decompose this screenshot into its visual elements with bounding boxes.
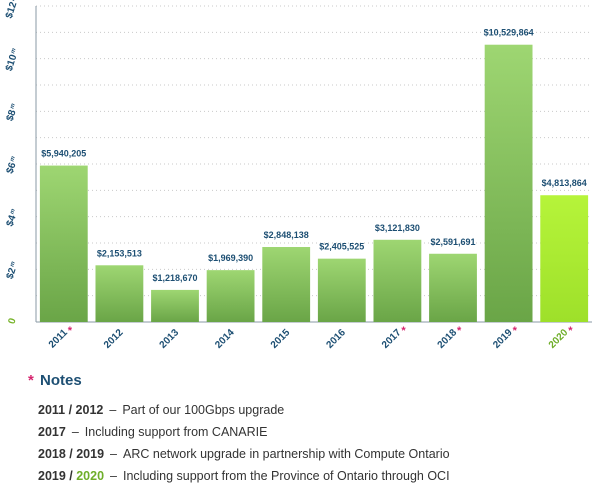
bar-2013	[151, 289, 199, 322]
bar-2018	[429, 253, 477, 322]
note-dash: –	[110, 469, 117, 483]
bar-2014	[206, 270, 255, 322]
x-tick-label-2011: 2011	[47, 327, 70, 350]
note-row: 2011 / 2012– Part of our 100Gbps upgrade	[38, 403, 588, 419]
y-tick-label: 0	[7, 316, 19, 325]
star-marker-2018: *	[457, 325, 462, 337]
y-axis-tick-labels: 0 $2m $4m $6m $8m $10m $12m	[4, 0, 22, 326]
y-tick-label: $2m	[5, 260, 21, 281]
note-row: 2017– Including support from CANARIE	[38, 425, 588, 441]
star-marker-2017: *	[401, 325, 406, 337]
note-text: ARC network upgrade in partnership with …	[123, 447, 450, 461]
value-label-2020: $4,813,864	[542, 178, 587, 188]
bar-2011	[39, 165, 88, 322]
x-tick-label-2016: 2016	[324, 327, 348, 351]
value-label-2012: $2,153,513	[97, 248, 142, 258]
star-marker-2020: *	[568, 325, 573, 337]
note-years: 2011 / 2012	[38, 403, 104, 417]
value-labels: $5,940,205 $2,153,513 $1,218,670 $1,969,390…	[41, 28, 586, 283]
notes-title: * Notes	[28, 372, 588, 389]
value-label-2015: $2,848,138	[264, 230, 309, 240]
note-years: 2017	[38, 425, 66, 439]
note-dash: –	[109, 403, 117, 417]
note-row: 2019 / 2020– Including support from the P…	[38, 469, 588, 485]
value-label-2017: $3,121,830	[375, 223, 420, 233]
note-years: 2019 /	[38, 469, 77, 483]
notes-section: * Notes 2011 / 2012– Part of our 100Gbps …	[28, 372, 588, 491]
star-marker-2019: *	[513, 325, 518, 337]
x-tick-label-2018: 2018	[436, 327, 460, 351]
y-tick-label: $12m	[4, 0, 22, 20]
note-row: 2018 / 2019– ARC network upgrade in partn…	[38, 447, 588, 463]
bars	[39, 44, 589, 322]
value-label-2019: $10,529,864	[484, 28, 534, 38]
value-label-2014: $1,969,390	[208, 253, 253, 263]
x-tick-label-2017: 2017	[380, 327, 404, 351]
x-tick-label-2019: 2019	[491, 327, 515, 351]
x-tick-label-2012: 2012	[102, 327, 126, 351]
y-tick-label: $4m	[5, 207, 21, 228]
notes-title-text: Notes	[40, 372, 82, 389]
y-tick-label: $8m	[5, 102, 21, 123]
x-tick-label-2013: 2013	[158, 327, 182, 351]
bar-2015	[262, 246, 311, 322]
x-tick-label-2015: 2015	[269, 327, 293, 351]
note-years-highlight: 2020	[76, 469, 105, 483]
y-tick-label: $10m	[4, 47, 22, 73]
note-dash: –	[71, 425, 79, 439]
value-label-2016: $2,405,525	[319, 242, 364, 252]
notes-asterisk: *	[28, 372, 34, 389]
star-marker-2011: *	[68, 325, 73, 337]
bar-2012	[95, 265, 144, 322]
note-text: Including support from the Province of O…	[123, 469, 450, 483]
x-axis-tick-labels: 2011* 2012 2013 2014 2015 2016 2017* 2018* 2019*…	[47, 325, 573, 351]
note-text: Including support from CANARIE	[84, 425, 268, 439]
bar-2019	[484, 44, 533, 322]
note-years: 2018 / 2019	[38, 447, 105, 461]
x-tick-label-2014: 2014	[213, 327, 237, 351]
value-label-2011: $5,940,205	[41, 149, 86, 159]
bar-chart: 0$2m$4m$6m$8m$10m$12m 2011*2012201320142…	[4, 0, 592, 351]
note-text: Part of our 100Gbps upgrade	[122, 403, 285, 417]
bar-2017	[373, 239, 422, 322]
value-label-2018: $2,591,691	[430, 237, 475, 247]
value-label-2013: $1,218,670	[152, 273, 197, 283]
note-dash: –	[110, 447, 117, 461]
bar-2020	[540, 195, 589, 322]
bar-2016	[317, 258, 366, 322]
y-tick-label: $6m	[5, 155, 21, 176]
x-tick-label-2020: 2020	[547, 327, 571, 351]
